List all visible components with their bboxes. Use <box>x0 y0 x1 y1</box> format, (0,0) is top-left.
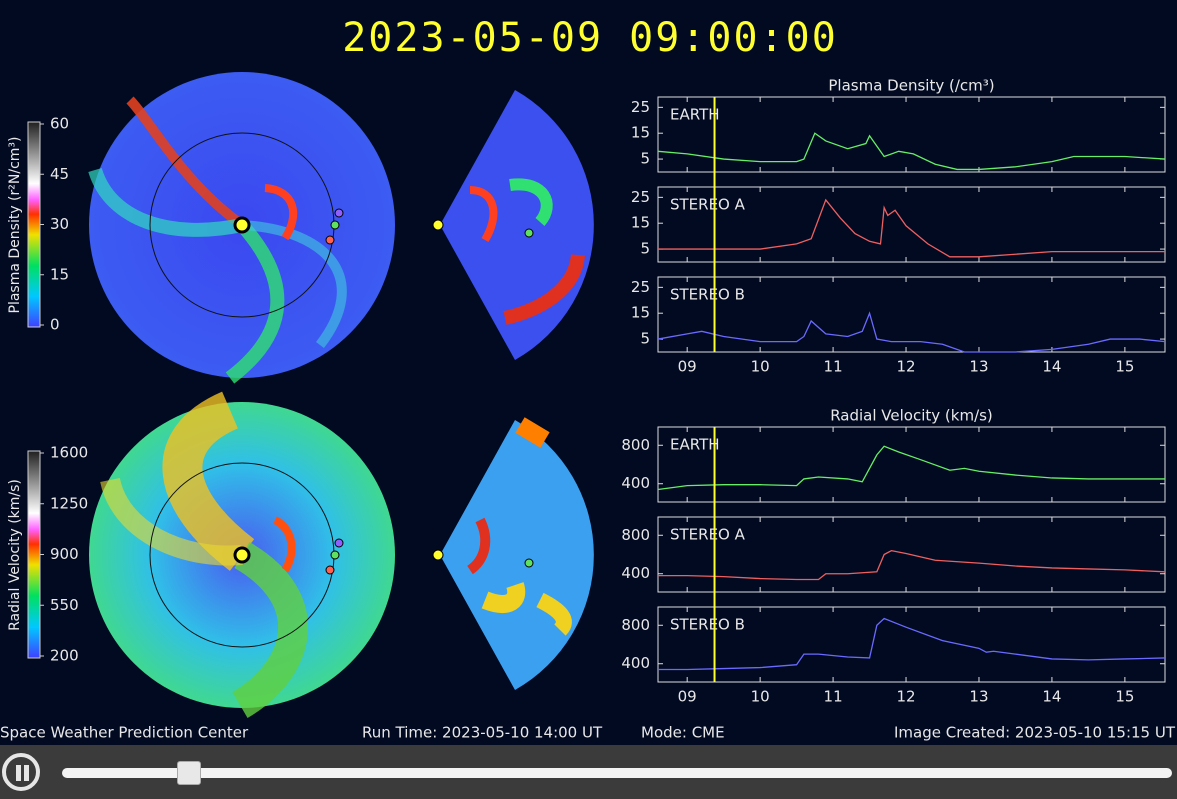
slider-thumb[interactable] <box>177 761 201 785</box>
series-line <box>657 445 1165 491</box>
x-tick-label: 11 <box>824 358 843 376</box>
series-line <box>657 311 1166 353</box>
colorbar-label: Radial Velocity (km/s) <box>7 479 23 631</box>
x-tick-label: 09 <box>678 358 697 376</box>
panel-frame <box>657 606 1166 683</box>
y-tick-label: 400 <box>621 654 650 672</box>
panel-frame <box>657 426 1166 503</box>
pause-button[interactable] <box>2 753 40 791</box>
series-line <box>658 617 1166 671</box>
y-tick-label: 15 <box>631 214 650 232</box>
x-tick-label: 09 <box>678 688 697 706</box>
colorbar-tick-label: 45 <box>50 165 69 183</box>
x-tick-label: 10 <box>751 688 770 706</box>
colorbar-tick-label: 0 <box>50 316 60 334</box>
y-tick-label: 800 <box>621 526 650 544</box>
timeline-slider[interactable] <box>62 761 1172 785</box>
x-tick-label: 13 <box>969 358 988 376</box>
colorbar-tick-label: 60 <box>50 115 69 133</box>
series-label: EARTH <box>670 436 720 454</box>
colorbar-tick-label: 900 <box>50 545 79 563</box>
y-tick-label: 15 <box>631 304 650 322</box>
x-tick-label: 15 <box>1115 358 1134 376</box>
series-label: STEREO A <box>670 526 746 544</box>
x-tick-label: 12 <box>896 358 915 376</box>
x-tick-label: 14 <box>1042 688 1061 706</box>
y-tick-label: 5 <box>640 330 650 348</box>
y-tick-label: 800 <box>621 436 650 454</box>
y-tick-label: 800 <box>621 616 650 634</box>
y-tick-label: 25 <box>631 98 650 116</box>
mode: Mode: CME <box>641 724 725 742</box>
velocity-disc <box>89 391 395 718</box>
y-tick-label: 25 <box>631 188 650 206</box>
x-tick-label: 15 <box>1115 688 1134 706</box>
y-tick-label: 5 <box>640 240 650 258</box>
source-label: Space Weather Prediction Center <box>0 724 249 742</box>
x-tick-label: 10 <box>751 358 770 376</box>
density-disc <box>88 72 395 384</box>
series-label: EARTH <box>670 106 720 124</box>
y-tick-label: 400 <box>621 474 650 492</box>
colorbar-tick-label: 1250 <box>50 494 88 512</box>
y-tick-label: 25 <box>631 278 650 296</box>
colorbar-label: Plasma Density (r²N/cm³) <box>7 137 23 314</box>
panel-frame <box>657 96 1166 173</box>
x-tick-label: 12 <box>896 688 915 706</box>
series-label: STEREO B <box>670 286 745 304</box>
model-display: 2023-05-09 09:00:00 Spac <box>0 15 1176 742</box>
velocity-wedge <box>432 417 594 690</box>
series-label: STEREO A <box>670 196 746 214</box>
colorbar-tick-label: 30 <box>50 215 69 233</box>
panel-frame <box>657 276 1166 353</box>
run-time: Run Time: 2023-05-10 14:00 UT <box>362 724 603 742</box>
y-tick-label: 400 <box>621 564 650 582</box>
density-wedge <box>432 90 594 360</box>
panel-frame <box>657 186 1166 263</box>
series-line <box>658 549 1166 581</box>
colorbar <box>27 121 41 328</box>
colorbar-tick-label: 200 <box>50 647 79 665</box>
timestamp: 2023-05-09 09:00:00 <box>342 15 838 61</box>
player-controls <box>0 745 1177 799</box>
panel-frame <box>657 516 1166 593</box>
series-label: STEREO B <box>670 616 745 634</box>
colorbar <box>27 450 41 659</box>
x-tick-label: 13 <box>969 688 988 706</box>
y-tick-label: 5 <box>640 150 650 168</box>
colorbar-tick-label: 1600 <box>50 444 88 462</box>
x-tick-label: 14 <box>1042 358 1061 376</box>
colorbar-tick-label: 15 <box>50 265 69 283</box>
image-created: Image Created: 2023-05-10 15:15 UT <box>894 724 1176 742</box>
y-tick-label: 15 <box>631 124 650 142</box>
series-line <box>658 198 1165 258</box>
chart-title: Radial Velocity (km/s) <box>830 407 993 425</box>
series-line <box>657 132 1166 171</box>
chart-title: Plasma Density (/cm³) <box>828 77 994 95</box>
x-tick-label: 11 <box>824 688 843 706</box>
colorbar-tick-label: 550 <box>50 596 79 614</box>
